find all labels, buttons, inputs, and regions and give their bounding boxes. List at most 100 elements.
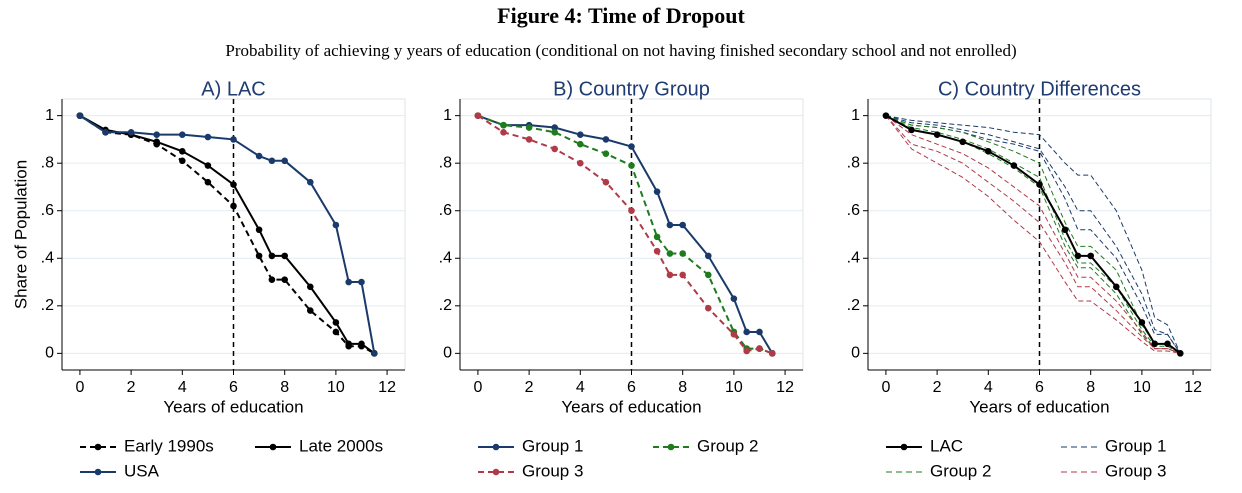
point xyxy=(179,157,186,165)
panel-title: B) Country Group xyxy=(553,78,710,100)
point xyxy=(1151,340,1158,348)
point xyxy=(602,150,610,157)
point xyxy=(525,136,533,143)
point xyxy=(704,304,712,312)
point xyxy=(1036,181,1043,188)
point xyxy=(1074,252,1082,260)
point xyxy=(179,147,186,155)
y-tick-label: 1 xyxy=(851,107,860,124)
y-tick-label: .6 xyxy=(847,202,860,219)
x-tick-label: 10 xyxy=(1133,379,1151,396)
point xyxy=(933,131,941,138)
legend-marker xyxy=(900,443,908,451)
point xyxy=(306,178,314,186)
x-tick-label: 4 xyxy=(576,379,585,396)
series-line xyxy=(885,115,1181,354)
point xyxy=(666,271,674,279)
point xyxy=(500,121,507,129)
y-tick-label: .4 xyxy=(439,249,452,266)
point xyxy=(1176,350,1184,357)
x-axis-label: Years of education xyxy=(163,397,303,416)
x-tick-label: 2 xyxy=(525,379,534,396)
legend-marker xyxy=(667,443,675,451)
point xyxy=(704,271,712,279)
point xyxy=(230,181,237,188)
point xyxy=(268,252,276,260)
point xyxy=(474,112,482,119)
y-tick-label: 0 xyxy=(443,345,452,362)
x-tick-label: 12 xyxy=(378,379,396,396)
point xyxy=(882,112,890,119)
y-tick-label: .2 xyxy=(847,297,860,314)
legend-marker xyxy=(492,443,500,451)
legend-label: Early 1990s xyxy=(124,436,214,455)
x-tick-label: 8 xyxy=(280,379,289,396)
y-tick-label: .8 xyxy=(41,154,54,171)
point xyxy=(959,138,967,146)
y-tick-label: 1 xyxy=(443,107,452,124)
point xyxy=(102,128,109,136)
point xyxy=(255,252,263,260)
x-tick-label: 0 xyxy=(473,379,482,396)
point xyxy=(908,126,915,134)
point xyxy=(204,178,212,186)
point xyxy=(666,250,674,257)
point xyxy=(577,140,584,148)
point xyxy=(525,124,533,131)
legend-label: USA xyxy=(124,461,160,480)
x-axis-label: Years of education xyxy=(561,397,701,416)
legend-marker xyxy=(269,443,277,451)
point xyxy=(268,276,276,283)
legend-label: Group 2 xyxy=(697,436,758,455)
point xyxy=(628,162,635,169)
y-tick-label: .8 xyxy=(439,154,452,171)
point xyxy=(653,247,661,255)
point xyxy=(1112,283,1120,291)
series-line xyxy=(885,115,1181,354)
point xyxy=(268,157,276,165)
point xyxy=(551,145,559,153)
point xyxy=(768,350,776,357)
point xyxy=(628,207,635,215)
point xyxy=(743,347,750,355)
series-line xyxy=(885,115,1181,354)
y-axis-label: Share of Population xyxy=(11,160,30,309)
point xyxy=(1061,226,1069,234)
series-line xyxy=(477,114,773,355)
panel-title: C) Country Differences xyxy=(938,78,1141,100)
point xyxy=(577,131,584,138)
point xyxy=(255,152,263,160)
y-tick-label: .8 xyxy=(847,154,860,171)
point xyxy=(756,345,763,352)
x-tick-label: 4 xyxy=(984,379,993,396)
point xyxy=(153,138,161,146)
legend-label: Group 3 xyxy=(1105,461,1166,480)
x-tick-label: 10 xyxy=(327,379,345,396)
figure-title: Figure 4: Time of Dropout xyxy=(497,3,745,28)
point xyxy=(76,112,84,119)
point xyxy=(345,278,352,286)
point xyxy=(602,178,610,186)
point xyxy=(679,221,686,229)
y-tick-label: 0 xyxy=(45,345,54,362)
series-line xyxy=(885,115,1181,354)
x-tick-label: 0 xyxy=(881,379,890,396)
point xyxy=(281,276,288,283)
point xyxy=(1164,340,1171,348)
legend-marker xyxy=(94,443,102,451)
y-tick-label: 1 xyxy=(45,107,54,124)
x-axis-label: Years of education xyxy=(969,397,1109,416)
point xyxy=(358,340,365,348)
point xyxy=(704,252,712,260)
point xyxy=(332,319,340,326)
y-tick-label: .4 xyxy=(41,249,54,266)
series-line xyxy=(885,115,1181,354)
point xyxy=(730,331,738,338)
x-tick-label: 6 xyxy=(1035,379,1044,396)
x-tick-label: 2 xyxy=(127,379,136,396)
point xyxy=(1138,319,1146,326)
y-tick-label: .6 xyxy=(439,202,452,219)
y-tick-label: 0 xyxy=(851,345,860,362)
figure-subtitle: Probability of achieving y years of educ… xyxy=(225,41,1016,60)
legend-label: Late 2000s xyxy=(299,436,383,455)
